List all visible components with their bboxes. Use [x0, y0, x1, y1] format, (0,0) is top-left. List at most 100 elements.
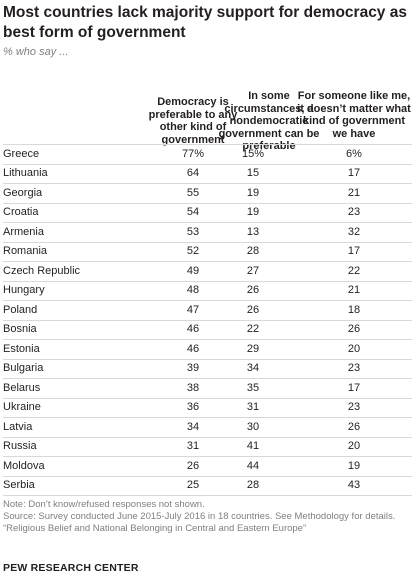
cell-value: 19	[347, 459, 361, 472]
cell-value: 54	[186, 206, 200, 218]
row-divider	[3, 475, 412, 477]
country-label: Croatia	[3, 206, 39, 218]
cell-value: 26	[347, 323, 361, 335]
cell-value: 64	[186, 167, 200, 179]
row-divider	[3, 495, 412, 496]
country-label: Latvia	[3, 420, 33, 433]
cell-value: 52	[186, 245, 200, 257]
country-label: Georgia	[3, 186, 43, 199]
cell-value: 34	[246, 362, 260, 374]
table-row: Estonia 46 29 20	[0, 340, 415, 359]
table-row: Czech Republic 49 27 22	[0, 262, 415, 281]
country-label: Ukraine	[3, 401, 41, 413]
row-divider	[3, 183, 412, 184]
cell-value: 18	[347, 303, 361, 316]
table-row: Romania 52 28 17	[0, 242, 415, 261]
cell-value: 31	[186, 440, 200, 452]
row-divider	[3, 339, 412, 340]
country-label: Lithuania	[3, 167, 48, 179]
cell-value: 25	[186, 479, 200, 491]
cell-value: 23	[347, 401, 361, 413]
cell-value: 43	[347, 479, 361, 491]
cell-value: 26	[347, 420, 361, 433]
table-row: Serbia 25 28 43	[0, 476, 415, 495]
cell-value: 17	[347, 245, 361, 257]
table-row: Belarus 38 35 17	[0, 379, 415, 398]
table-row: Bosnia 46 22 26	[0, 320, 415, 339]
cell-value: 22	[347, 264, 361, 277]
cell-value: 38	[186, 381, 200, 394]
row-divider	[3, 300, 412, 301]
brand-logo-text: PEW RESEARCH CENTER	[3, 562, 139, 574]
cell-value: 55	[186, 186, 200, 199]
cell-value: 15	[246, 167, 260, 179]
row-divider	[3, 280, 412, 282]
country-label: Greece	[3, 147, 40, 160]
cell-value: 13	[246, 225, 260, 238]
cell-value: 34	[186, 420, 200, 433]
cell-value: 21	[347, 284, 361, 296]
table-row: Hungary 48 26 21	[0, 281, 415, 300]
cell-value: 46	[186, 342, 200, 355]
cell-value: 26	[246, 284, 260, 296]
cell-value: 29	[246, 342, 260, 355]
cell-value: 39	[186, 362, 200, 374]
country-label: Russia	[3, 440, 37, 452]
chart-title: Most countries lack majority support for…	[3, 4, 407, 41]
footnotes: Note: Don’t know/refused responses not s…	[3, 499, 411, 535]
cell-value: 77%	[181, 147, 205, 160]
row-divider	[3, 261, 412, 262]
country-label: Romania	[3, 245, 48, 257]
country-label: Hungary	[3, 284, 45, 296]
cell-value: 27	[246, 264, 260, 277]
row-divider	[3, 456, 412, 457]
cell-value: 36	[186, 401, 200, 413]
country-label: Poland	[3, 303, 38, 316]
cell-value: 22	[246, 323, 260, 335]
table-row: Russia 31 41 20	[0, 437, 415, 456]
row-divider	[3, 163, 412, 165]
cell-value: 20	[347, 440, 361, 452]
cell-value: 26	[246, 303, 260, 316]
country-label: Serbia	[3, 479, 35, 491]
cell-value: 23	[347, 362, 361, 374]
cell-value: 53	[186, 225, 200, 238]
row-divider	[3, 319, 412, 321]
country-label: Czech Republic	[3, 264, 81, 277]
table-row: Moldova 26 44 19	[0, 457, 415, 476]
cell-value: 23	[347, 206, 361, 218]
row-divider	[3, 417, 412, 418]
country-label: Bosnia	[3, 323, 37, 335]
row-divider	[3, 358, 412, 360]
country-label: Bulgaria	[3, 362, 44, 374]
cell-value: 49	[186, 264, 200, 277]
cell-value: 46	[186, 323, 200, 335]
cell-value: 20	[347, 342, 361, 355]
row-divider	[3, 144, 412, 145]
cell-value: 17	[347, 381, 361, 394]
country-label: Armenia	[3, 225, 44, 238]
table-row: Georgia 55 19 21	[0, 184, 415, 203]
cell-value: 35	[246, 381, 260, 394]
table-row: Lithuania 64 15 17	[0, 164, 415, 183]
cell-value: 30	[246, 420, 260, 433]
column-header-democracy-preferable: Democracy is preferable to any other kin…	[148, 96, 238, 146]
cell-value: 31	[246, 401, 260, 413]
table-row: Latvia 34 30 26	[0, 418, 415, 437]
table-row: Greece 77% 15% 6%	[0, 145, 415, 164]
report-title: “Religious Belief and National Belonging…	[3, 523, 307, 534]
country-label: Belarus	[3, 381, 41, 394]
table-row: Armenia 53 13 32	[0, 223, 415, 242]
row-divider	[3, 397, 412, 399]
row-divider	[3, 222, 412, 223]
cell-value: 47	[186, 303, 200, 316]
chart-subtitle: % who say ...	[3, 46, 69, 58]
cell-value: 17	[347, 167, 361, 179]
country-label: Estonia	[3, 342, 40, 355]
cell-value: 41	[246, 440, 260, 452]
cell-value: 19	[246, 206, 260, 218]
row-divider	[3, 202, 412, 204]
row-divider	[3, 436, 412, 438]
cell-value: 32	[347, 225, 361, 238]
cell-value: 48	[186, 284, 200, 296]
